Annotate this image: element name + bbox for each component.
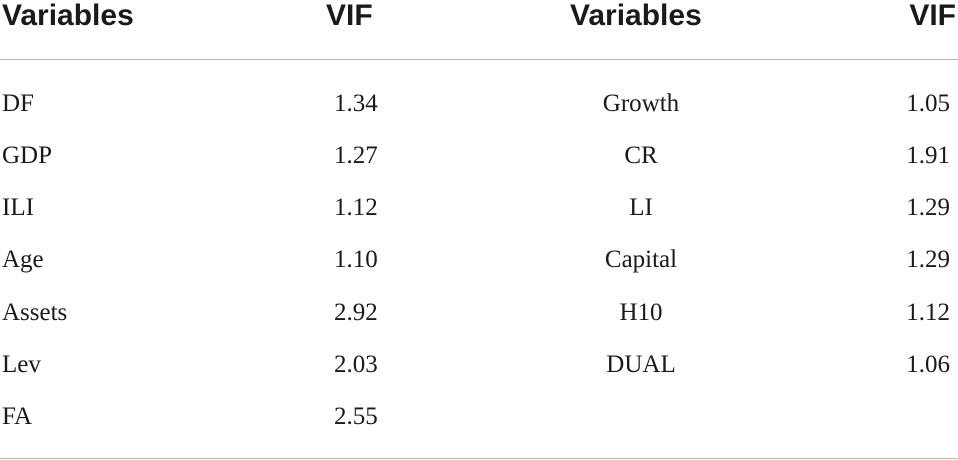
header-variables-left: Variables [2, 0, 134, 32]
header-vif-right: VIF [909, 0, 956, 32]
variable-right: DUAL [606, 351, 676, 378]
vif-value-right: 1.91 [906, 142, 950, 169]
vif-value-left: 2.92 [334, 299, 378, 326]
vif-value-left: 1.34 [334, 90, 378, 117]
vif-value-right: 1.29 [906, 194, 950, 221]
variable-right: CR [624, 142, 658, 169]
vif-value-right: 1.06 [906, 351, 950, 378]
variable-left: Lev [2, 351, 41, 378]
variable-left: FA [2, 403, 33, 430]
variable-right: Growth [602, 90, 680, 117]
table-row: ILI 1.12 LI 1.29 [0, 188, 958, 228]
table-row: Lev 2.03 DUAL 1.06 [0, 345, 958, 385]
variable-left: Age [2, 246, 44, 273]
vif-value-left: 1.27 [334, 142, 378, 169]
vif-value-left: 2.03 [334, 351, 378, 378]
table-row: DF 1.34 Growth 1.05 [0, 84, 958, 124]
header-variables-right: Variables [570, 0, 702, 32]
variable-left: DF [2, 90, 34, 117]
variable-left: Assets [2, 299, 68, 326]
variable-left: GDP [2, 142, 53, 169]
vif-value-left: 2.55 [334, 403, 378, 430]
table-row: FA 2.55 [0, 397, 958, 437]
table-row: Assets 2.92 H10 1.12 [0, 293, 958, 333]
table-row: GDP 1.27 CR 1.91 [0, 136, 958, 176]
table-header-row: Variables VIF Variables VIF [0, 0, 958, 40]
variable-left: ILI [2, 194, 34, 221]
vif-value-left: 1.12 [334, 194, 378, 221]
table-row: Age 1.10 Capital 1.29 [0, 240, 958, 280]
table-bottom-rule [0, 458, 958, 459]
vif-value-right: 1.12 [906, 299, 950, 326]
vif-value-right: 1.05 [906, 90, 950, 117]
variable-right: LI [629, 194, 653, 221]
variable-right: Capital [604, 246, 678, 273]
header-divider [0, 59, 958, 60]
header-vif-left: VIF [326, 0, 373, 32]
variable-right: H10 [619, 299, 663, 326]
vif-value-left: 1.10 [334, 246, 378, 273]
vif-value-right: 1.29 [906, 246, 950, 273]
